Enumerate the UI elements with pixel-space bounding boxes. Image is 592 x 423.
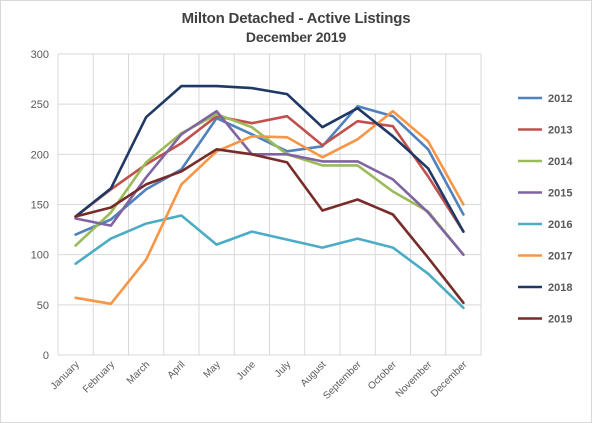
x-tick-label: October	[366, 359, 399, 392]
legend-label-2019: 2019	[548, 314, 572, 326]
x-tick-label: April	[166, 359, 188, 381]
x-tick-label: December	[429, 359, 470, 400]
legend-label-2018: 2018	[548, 282, 572, 294]
series-line-2019	[74, 148, 465, 305]
legend-label-2013: 2013	[548, 125, 572, 137]
x-tick-label: January	[49, 359, 82, 392]
series-line-2018	[74, 84, 465, 233]
series-line-2017	[74, 109, 465, 306]
y-tick-label: 250	[31, 99, 49, 111]
legend-label-2015: 2015	[548, 188, 572, 200]
x-tick-label: May	[202, 359, 223, 380]
x-tick-label: February	[81, 359, 117, 395]
legend-label-2017: 2017	[548, 251, 572, 263]
x-tick-label: September	[321, 359, 364, 402]
legend-label-2014: 2014	[548, 156, 573, 168]
y-tick-label: 0	[43, 350, 49, 362]
chart-title: Milton Detached - Active Listings	[181, 10, 411, 27]
x-tick-label: November	[394, 359, 435, 400]
y-tick-label: 150	[31, 200, 49, 212]
series-line-2016	[74, 214, 465, 310]
series-line-2012	[74, 104, 465, 236]
x-tick-label: July	[273, 359, 293, 379]
legend-label-2016: 2016	[548, 219, 572, 231]
x-tick-label: August	[299, 359, 329, 389]
legend-label-2012: 2012	[548, 93, 572, 105]
y-tick-label: 200	[31, 149, 49, 161]
chart-subtitle: December 2019	[245, 29, 347, 45]
y-tick-label: 300	[31, 49, 49, 61]
x-tick-label: June	[235, 359, 258, 382]
series-line-2014	[74, 112, 465, 256]
y-tick-label: 50	[37, 300, 49, 312]
y-tick-label: 100	[31, 250, 49, 262]
series-line-2015	[74, 109, 465, 256]
x-tick-label: March	[125, 359, 152, 386]
